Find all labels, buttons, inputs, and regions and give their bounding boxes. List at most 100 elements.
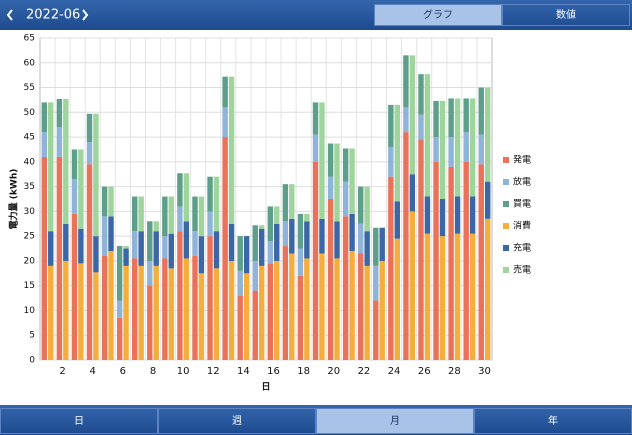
- bar-segment: [424, 233, 431, 360]
- bar-segment: [364, 186, 370, 232]
- bar-segment: [478, 134, 484, 165]
- bar-segment: [123, 246, 129, 249]
- x-tick-label: 16: [267, 366, 280, 377]
- tab[interactable]: 年: [474, 408, 632, 434]
- bar-segment: [222, 76, 228, 108]
- bar-segment: [448, 166, 454, 360]
- bar-segment: [463, 132, 469, 162]
- bar-segment: [237, 295, 243, 360]
- bar-segment: [63, 98, 69, 224]
- bar-segment: [258, 265, 265, 360]
- bar-segment: [192, 255, 198, 360]
- legend-swatch: [503, 267, 509, 273]
- bar-segment: [168, 233, 174, 269]
- next-arrow[interactable]: [82, 9, 89, 21]
- x-tick-label: 20: [327, 366, 340, 377]
- x-tick-label: 18: [297, 366, 310, 377]
- legend-label: 買電: [513, 199, 531, 210]
- bar-segment: [48, 265, 54, 360]
- bar-segment: [403, 107, 409, 133]
- bar-segment: [409, 174, 416, 212]
- y-tick-label: 25: [24, 232, 35, 242]
- bar-segment: [41, 156, 48, 360]
- bar-segment: [71, 179, 78, 214]
- legend-swatch: [503, 223, 509, 229]
- bar-segment: [424, 196, 431, 234]
- bar-segment: [439, 100, 446, 199]
- y-tick-label: 55: [24, 83, 35, 93]
- x-tick-label: 8: [150, 366, 156, 377]
- bar-segment: [433, 137, 439, 162]
- y-tick-label: 35: [24, 182, 35, 192]
- bar-segment: [373, 227, 379, 266]
- bar-segment: [78, 228, 84, 264]
- bar-segment: [358, 223, 364, 254]
- bar-segment: [388, 146, 394, 177]
- tab[interactable]: 週: [158, 408, 316, 434]
- bar-segment: [463, 161, 469, 360]
- bar-segment: [388, 104, 394, 147]
- x-tick-label: 2: [59, 366, 65, 377]
- x-axis-label: 日: [261, 382, 270, 393]
- tab[interactable]: 数値: [502, 4, 630, 26]
- bar-segment: [319, 218, 325, 254]
- bar-segment: [433, 100, 439, 138]
- bar-segment: [379, 260, 385, 360]
- bar-segment: [342, 148, 349, 182]
- bar-segment: [101, 186, 108, 217]
- bar-segment: [198, 196, 205, 237]
- bar-segment: [222, 107, 228, 138]
- bar-segment: [237, 270, 243, 296]
- legend-label: 消費: [513, 220, 531, 232]
- bar-segment: [394, 201, 400, 239]
- header: 2022-06 グラフ 数値: [0, 0, 632, 30]
- tab[interactable]: 日: [0, 408, 158, 434]
- y-tick-label: 5: [29, 331, 35, 341]
- legend-swatch: [503, 157, 509, 163]
- bar-segment: [177, 206, 183, 232]
- bar-segment: [282, 184, 289, 222]
- bar-segment: [48, 102, 54, 232]
- x-tick-label: 28: [448, 366, 461, 377]
- y-tick-label: 30: [24, 207, 36, 217]
- bar-segment: [364, 231, 370, 266]
- bar-segment: [478, 87, 484, 135]
- x-tick-label: 6: [120, 366, 126, 377]
- bar-segment: [138, 196, 144, 232]
- bar-segment: [192, 196, 198, 232]
- bar-segment: [289, 184, 295, 219]
- bar-segment: [237, 236, 243, 271]
- bar-segment: [132, 231, 138, 259]
- bar-segment: [394, 238, 400, 360]
- tab[interactable]: 月: [316, 408, 474, 434]
- bar-segment: [177, 231, 183, 360]
- bar-segment: [153, 265, 159, 360]
- legend-label: 充電: [513, 242, 531, 254]
- bar-segment: [132, 196, 138, 232]
- bar-segment: [358, 253, 364, 360]
- bar-segment: [312, 102, 319, 135]
- bar-segment: [147, 260, 153, 286]
- bar-segment: [349, 148, 355, 214]
- bar-segment: [222, 137, 228, 360]
- prev-arrow[interactable]: [6, 9, 13, 21]
- bar-segment: [213, 231, 220, 269]
- bar-segment: [282, 246, 289, 360]
- y-tick-label: 0: [29, 356, 35, 366]
- footer: 日 週 月 年: [0, 405, 632, 435]
- bar-segment: [252, 290, 258, 360]
- x-tick-label: 14: [237, 366, 250, 377]
- legend-label: 発電: [513, 154, 531, 166]
- bar-segment: [439, 199, 446, 237]
- legend-label: 放電: [513, 176, 531, 188]
- bar-segment: [304, 213, 310, 222]
- tab[interactable]: グラフ: [374, 4, 502, 26]
- bar-segment: [228, 260, 235, 360]
- x-tick-label: 10: [177, 366, 190, 377]
- bar-segment: [454, 233, 461, 360]
- legend-swatch: [503, 201, 509, 207]
- bar-segment: [41, 102, 48, 133]
- x-tick-label: 12: [207, 366, 220, 377]
- bar-segment: [48, 231, 54, 266]
